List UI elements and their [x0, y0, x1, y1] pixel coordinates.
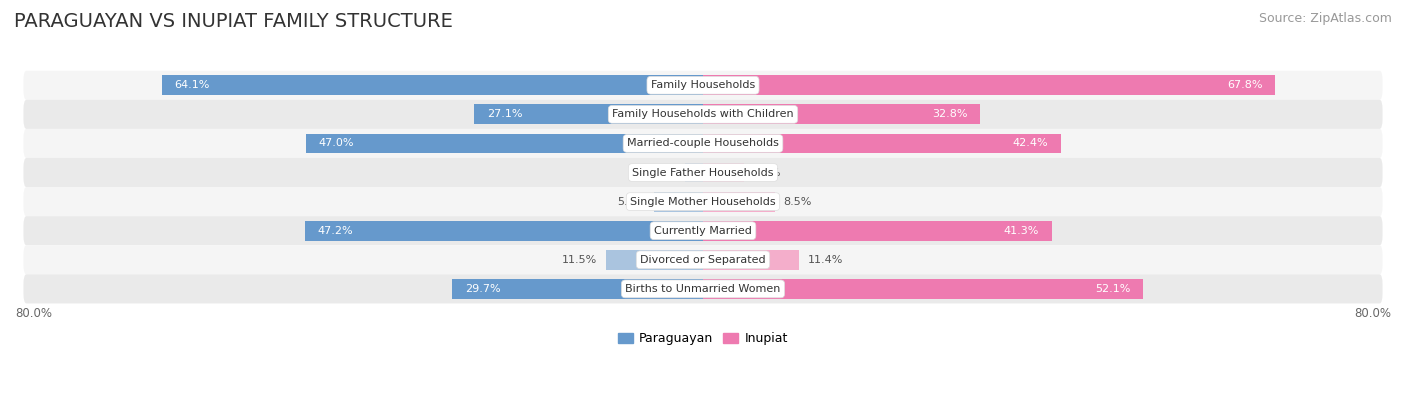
Text: Single Mother Households: Single Mother Households [630, 197, 776, 207]
Text: 11.5%: 11.5% [562, 255, 598, 265]
FancyBboxPatch shape [24, 71, 1382, 100]
Bar [703, 104, 980, 124]
Text: 29.7%: 29.7% [465, 284, 501, 294]
Text: Divorced or Separated: Divorced or Separated [640, 255, 766, 265]
Text: Births to Unmarried Women: Births to Unmarried Women [626, 284, 780, 294]
Bar [703, 221, 1052, 241]
Text: 47.2%: 47.2% [318, 226, 353, 236]
Bar [453, 279, 703, 299]
Bar [703, 134, 1062, 153]
Text: 52.1%: 52.1% [1095, 284, 1130, 294]
FancyBboxPatch shape [24, 158, 1382, 187]
Bar [703, 250, 799, 270]
Text: PARAGUAYAN VS INUPIAT FAMILY STRUCTURE: PARAGUAYAN VS INUPIAT FAMILY STRUCTURE [14, 12, 453, 31]
Text: 64.1%: 64.1% [174, 80, 209, 90]
Text: 41.3%: 41.3% [1004, 226, 1039, 236]
Bar [703, 163, 744, 182]
FancyBboxPatch shape [24, 275, 1382, 303]
Text: Family Households with Children: Family Households with Children [612, 109, 794, 119]
Bar [606, 250, 703, 270]
Bar [703, 75, 1275, 95]
Text: 47.0%: 47.0% [319, 138, 354, 149]
Text: 11.4%: 11.4% [807, 255, 844, 265]
Bar [703, 192, 775, 211]
FancyBboxPatch shape [24, 216, 1382, 245]
Text: 67.8%: 67.8% [1227, 80, 1263, 90]
Text: 4.9%: 4.9% [752, 167, 782, 177]
Text: 80.0%: 80.0% [15, 307, 52, 320]
Legend: Paraguayan, Inupiat: Paraguayan, Inupiat [619, 332, 787, 345]
Text: 27.1%: 27.1% [486, 109, 523, 119]
Text: Single Father Households: Single Father Households [633, 167, 773, 177]
FancyBboxPatch shape [24, 187, 1382, 216]
FancyBboxPatch shape [24, 245, 1382, 275]
Text: Currently Married: Currently Married [654, 226, 752, 236]
Text: 5.8%: 5.8% [617, 197, 645, 207]
Text: 8.5%: 8.5% [783, 197, 811, 207]
Text: Married-couple Households: Married-couple Households [627, 138, 779, 149]
Bar [654, 192, 703, 211]
Text: 32.8%: 32.8% [932, 109, 967, 119]
Bar [703, 279, 1143, 299]
Text: Family Households: Family Households [651, 80, 755, 90]
Text: 2.1%: 2.1% [648, 167, 676, 177]
Text: 80.0%: 80.0% [1354, 307, 1391, 320]
Bar [307, 134, 703, 153]
Text: Source: ZipAtlas.com: Source: ZipAtlas.com [1258, 12, 1392, 25]
Bar [474, 104, 703, 124]
Bar [685, 163, 703, 182]
Bar [162, 75, 703, 95]
FancyBboxPatch shape [24, 100, 1382, 129]
FancyBboxPatch shape [24, 129, 1382, 158]
Text: 42.4%: 42.4% [1012, 138, 1049, 149]
Bar [305, 221, 703, 241]
